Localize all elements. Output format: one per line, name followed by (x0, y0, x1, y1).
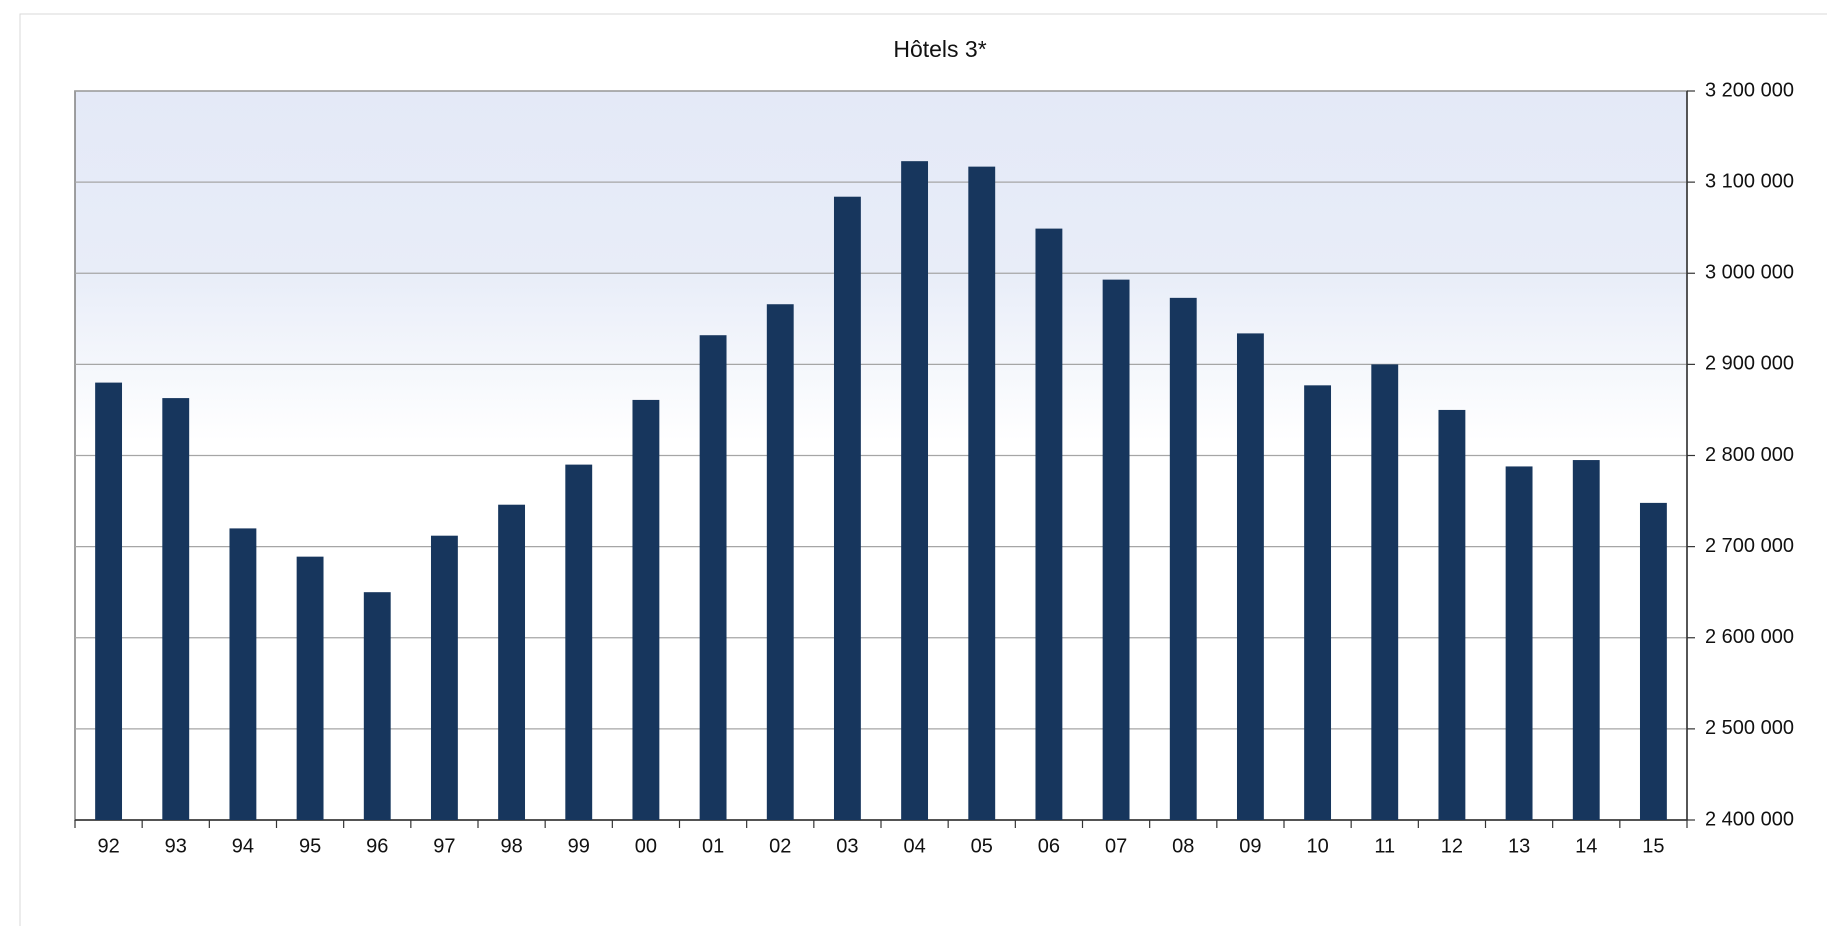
y-tick-label: 2 500 000 (1705, 717, 1794, 739)
bar (565, 464, 593, 820)
y-tick-label: 2 900 000 (1705, 353, 1794, 375)
bar (632, 399, 660, 820)
bar (699, 335, 727, 820)
bar (229, 528, 257, 820)
bar (162, 398, 190, 820)
x-tick-label: 04 (903, 835, 925, 857)
x-tick-label: 08 (1172, 835, 1194, 857)
bar (766, 304, 794, 820)
x-tick-label: 11 (1374, 835, 1395, 857)
bar (968, 166, 996, 821)
bar (1505, 466, 1533, 820)
chart-title: Hôtels 3* (893, 36, 986, 62)
bar (95, 382, 123, 820)
x-tick-label: 15 (1642, 835, 1664, 857)
y-tick-label: 2 600 000 (1705, 626, 1794, 648)
bar (363, 592, 391, 820)
bar (296, 556, 324, 820)
bar (901, 161, 929, 820)
x-tick-label: 92 (97, 835, 119, 857)
bar (498, 504, 526, 820)
x-tick-label: 95 (299, 835, 321, 857)
bar (1371, 364, 1399, 820)
y-tick-label: 3 000 000 (1705, 262, 1794, 284)
x-tick-label: 01 (702, 835, 724, 857)
x-tick-label: 13 (1508, 835, 1530, 857)
x-tick-label: 10 (1306, 835, 1328, 857)
x-tick-label: 07 (1105, 835, 1127, 857)
x-tick-label: 99 (568, 835, 590, 857)
bar (1169, 297, 1197, 820)
x-tick-label: 03 (836, 835, 858, 857)
y-tick-label: 2 700 000 (1705, 535, 1794, 557)
y-tick-label: 3 200 000 (1705, 79, 1794, 101)
x-tick-label: 97 (433, 835, 455, 857)
x-tick-label: 00 (635, 835, 657, 857)
bar (430, 535, 458, 820)
x-tick-label: 96 (366, 835, 388, 857)
bar (1102, 279, 1130, 820)
x-tick-label: 06 (1038, 835, 1060, 857)
chart-frame (19, 13, 1827, 926)
bar (1438, 409, 1466, 820)
bar (1035, 228, 1063, 820)
bar (833, 196, 861, 820)
x-tick-label: 94 (232, 835, 254, 857)
bar (1572, 460, 1600, 820)
x-tick-label: 14 (1575, 835, 1597, 857)
x-tick-label: 05 (971, 835, 993, 857)
x-tick-label: 12 (1441, 835, 1463, 857)
x-tick-label: 93 (165, 835, 187, 857)
x-tick-label: 02 (769, 835, 791, 857)
y-tick-label: 2 800 000 (1705, 444, 1794, 466)
x-tick-label: 98 (500, 835, 522, 857)
bar (1639, 502, 1667, 820)
bar (1236, 333, 1264, 820)
y-tick-label: 3 100 000 (1705, 170, 1794, 192)
y-tick-label: 2 400 000 (1705, 808, 1794, 830)
bar (1304, 385, 1332, 820)
x-tick-label: 09 (1239, 835, 1261, 857)
